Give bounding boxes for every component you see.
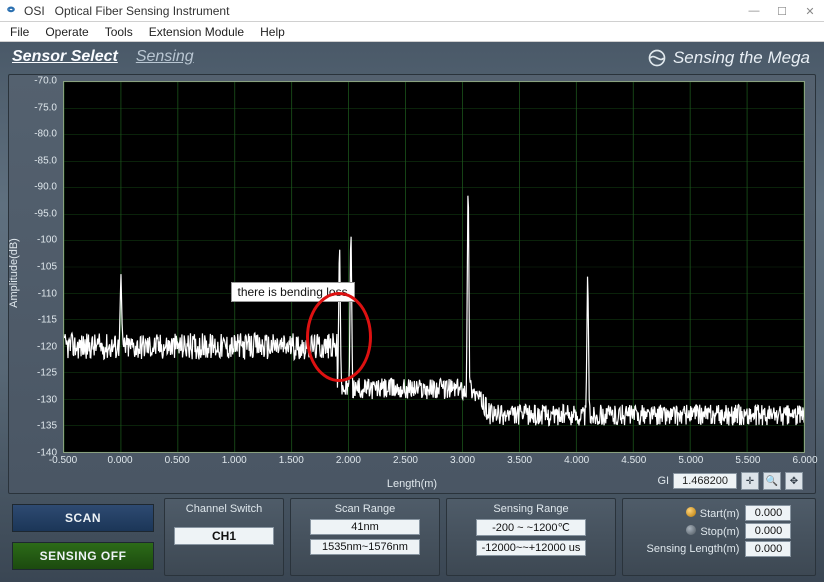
app-abbr: OSI	[24, 4, 45, 18]
channel-switch-label: Channel Switch	[186, 503, 262, 515]
maximize-button[interactable]: ☐	[768, 0, 796, 22]
crumb-sensor-select[interactable]: Sensor Select	[12, 48, 118, 66]
scan-range-span: 41nm	[310, 519, 420, 535]
x-axis-label: Length(m)	[387, 478, 437, 490]
stop-value: 0.000	[745, 523, 791, 539]
app-icon: ⭖	[4, 4, 18, 18]
start-label: Start(m)	[700, 508, 740, 520]
gi-value: 1.468200	[673, 473, 737, 489]
gi-label: GI	[657, 475, 669, 487]
output-panel: Start(m) 0.000 Stop(m) 0.000 Sensing Len…	[622, 498, 816, 576]
channel-switch-value[interactable]: CH1	[174, 527, 274, 545]
x-axis: -0.5000.0000.5001.0001.5002.0002.5003.00…	[63, 453, 805, 473]
gi-readout: GI 1.468200 ✛ 🔍 ✥	[657, 472, 803, 490]
scan-button[interactable]: SCAN	[12, 504, 154, 532]
scan-range-panel: Scan Range 41nm 1535nm~1576nm	[290, 498, 440, 576]
start-value: 0.000	[745, 505, 791, 521]
brand: Sensing the Mega	[647, 48, 810, 68]
y-axis-label: Amplitude(dB)	[8, 238, 20, 308]
close-button[interactable]: ✕	[796, 0, 824, 22]
sensing-range-label: Sensing Range	[493, 503, 568, 515]
minimize-button[interactable]: —	[740, 0, 768, 22]
crumb-sensing[interactable]: Sensing	[136, 48, 194, 66]
sensing-range-temp: -200 ~ ~1200℃	[476, 519, 586, 536]
window-title: Optical Fiber Sensing Instrument	[55, 4, 230, 18]
menu-operate[interactable]: Operate	[37, 23, 96, 41]
app-body: Sensor Select Sensing Sensing the Mega A…	[0, 42, 824, 582]
menu-file[interactable]: File	[2, 23, 37, 41]
plot-area[interactable]: there is bending loss	[63, 81, 805, 453]
sensing-range-time: -12000~~+12000 us	[476, 540, 586, 556]
sensing-length-label: Sensing Length(m)	[647, 543, 740, 555]
chart-frame: Amplitude(dB) -70.0-75.0-80.0-85.0-90.0-…	[8, 74, 816, 494]
stop-led-icon	[686, 525, 696, 535]
pan-tool-button[interactable]: ✥	[785, 472, 803, 490]
control-strip: SCAN SENSING OFF Channel Switch CH1 Scan…	[8, 498, 816, 576]
menu-help[interactable]: Help	[252, 23, 293, 41]
zoom-tool-button[interactable]: 🔍	[763, 472, 781, 490]
brand-icon	[647, 48, 667, 68]
cursor-tool-button[interactable]: ✛	[741, 472, 759, 490]
stop-label: Stop(m)	[700, 526, 739, 538]
sensing-length-value: 0.000	[745, 541, 791, 557]
start-led-icon	[686, 507, 696, 517]
brand-text: Sensing the Mega	[673, 48, 810, 68]
sensing-range-panel: Sensing Range -200 ~ ~1200℃ -12000~~+120…	[446, 498, 616, 576]
scan-range-window: 1535nm~1576nm	[310, 539, 420, 555]
menu-extension[interactable]: Extension Module	[141, 23, 252, 41]
y-axis: Amplitude(dB) -70.0-75.0-80.0-85.0-90.0-…	[9, 81, 63, 453]
sensing-off-button[interactable]: SENSING OFF	[12, 542, 154, 570]
menu-tools[interactable]: Tools	[97, 23, 141, 41]
titlebar: ⭖ OSI Optical Fiber Sensing Instrument —…	[0, 0, 824, 22]
channel-switch-panel: Channel Switch CH1	[164, 498, 284, 576]
scan-range-label: Scan Range	[335, 503, 396, 515]
trace-svg	[64, 82, 804, 452]
menubar: File Operate Tools Extension Module Help	[0, 22, 824, 42]
